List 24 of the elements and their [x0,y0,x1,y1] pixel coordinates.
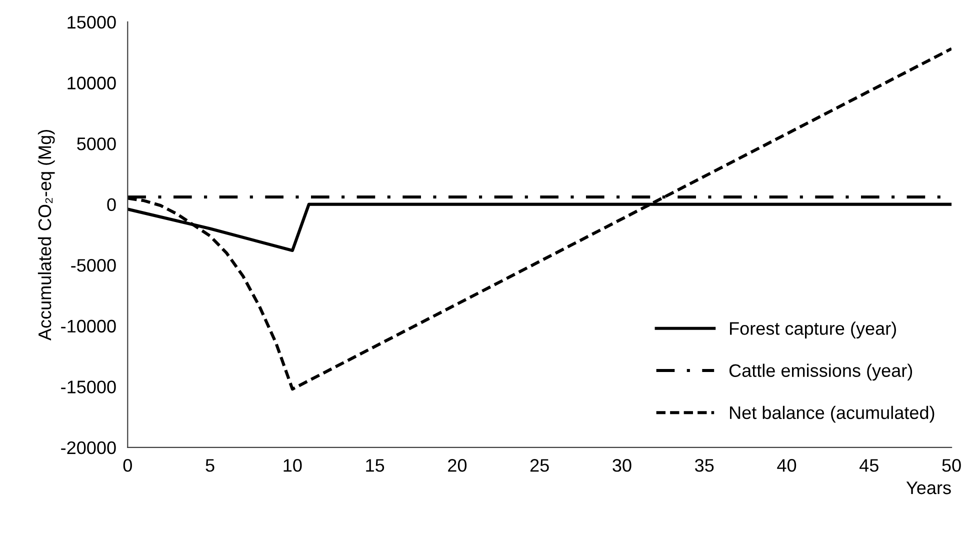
y-tick-label: -20000 [61,441,116,454]
legend-label: Forest capture (year) [730,322,896,338]
x-tick-label: 35 [695,459,714,472]
legend-label: Cattle emissions (year) [729,364,912,381]
x-tick-label: 15 [366,459,384,472]
y-tick-label: -15000 [61,380,116,394]
x-tick-label: 0 [123,459,132,472]
x-tick-label: 20 [448,459,467,472]
x-tick-label: 5 [206,459,214,472]
y-tick-label: 5000 [77,137,116,150]
x-tick-label: 25 [530,459,549,472]
y-tick-label: 0 [107,198,116,212]
y-tick-label: -10000 [61,320,116,333]
y-axis-title: Accumulated CO₂-eq (Mg) [38,130,55,341]
x-axis-title: Years [906,482,951,494]
legend-label: Net balance (acumulated) [730,406,934,423]
y-tick-label: 15000 [68,16,116,29]
y-tick-label: 10000 [68,76,116,90]
x-tick-label: 45 [860,459,878,472]
x-tick-label: 40 [777,459,796,472]
x-tick-label: 50 [942,459,961,472]
y-tick-label: -5000 [71,259,116,272]
x-tick-label: 10 [284,459,302,472]
x-tick-label: 30 [612,459,632,472]
